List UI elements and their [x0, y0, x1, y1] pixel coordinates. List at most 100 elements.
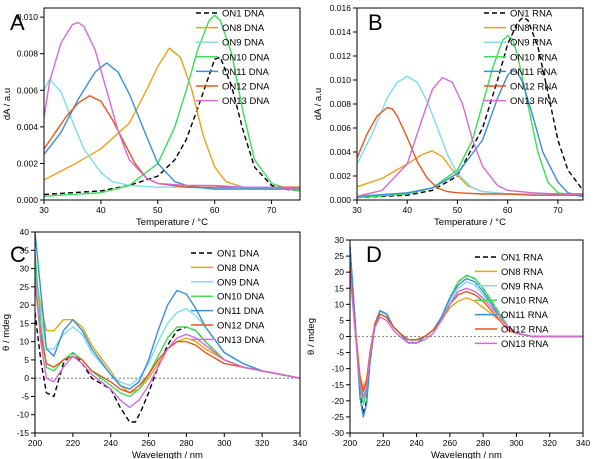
y-tick-label: 15 — [335, 283, 345, 293]
y-tick-label: 0.010 — [17, 12, 39, 22]
y-tick-label: 25 — [335, 251, 345, 261]
y-tick-label: 0.008 — [17, 49, 39, 59]
legend-entry: ON8 RNA — [510, 23, 553, 34]
series-line-on12-dna — [44, 95, 300, 188]
series-line-on8-dna — [44, 47, 300, 190]
panel-C: 200 220 240 260 280 300 320 340 -15 -10 -5 0 5 10 15 20… — [1, 227, 307, 459]
panel-B: 30 40 50 60 70 0.000 0.002 0.004 0.006 0.008 0.010… — [313, 3, 584, 228]
x-tick-label: 220 — [66, 438, 80, 448]
x-tick-label: 340 — [293, 438, 307, 448]
plot-frame — [43, 7, 301, 201]
y-tick-label: 30 — [20, 264, 30, 274]
x-tick-label: 240 — [104, 438, 118, 448]
legend-entry: ON12 DNA — [222, 82, 270, 93]
legend-entry: ON10 RNA — [510, 52, 558, 63]
y-tick-label: 0.014 — [330, 27, 352, 37]
series-line-on13-dna — [35, 275, 300, 409]
y-tick-label: 15 — [20, 318, 30, 328]
x-tick-label: 240 — [409, 438, 423, 448]
series-line-on11-dna — [44, 62, 300, 190]
series-group — [350, 246, 583, 418]
legend-entry: ON10 DNA — [217, 292, 265, 303]
y-tick-label: 10 — [20, 337, 30, 347]
x-tick-label: 220 — [376, 438, 390, 448]
panel-label: C — [10, 242, 26, 267]
legend-entry: ON13 DNA — [217, 335, 265, 346]
x-axis-label: Wavelength / nm — [431, 450, 502, 459]
x-axis-label: Temperature / °C — [136, 217, 208, 228]
series-group — [44, 14, 300, 197]
y-tick-label: 0.006 — [330, 123, 352, 133]
series-line-on13-dna — [44, 21, 300, 190]
series-line-on1-dna — [35, 312, 300, 423]
legend-entry: ON8 RNA — [501, 267, 544, 278]
x-tick-label: 320 — [543, 438, 557, 448]
y-axis-label: dA / a.u — [2, 88, 13, 120]
x-tick-label: 40 — [96, 205, 106, 215]
y-tick-label: -15 — [332, 380, 345, 390]
y-tick-label: 0.002 — [17, 158, 39, 168]
x-tick-label: 300 — [509, 438, 523, 448]
y-tick-label: 0 — [24, 373, 29, 383]
y-tick-label: 30 — [335, 235, 345, 245]
panel-D: 200 220 240 260 280 300 320 340-30-25-20-15-10-… — [306, 235, 590, 459]
series-line-on13-rna — [350, 272, 583, 399]
x-axis-label: Temperature / °C — [434, 217, 506, 228]
legend-entry: ON9 RNA — [510, 38, 553, 49]
x-tick-label: 30 — [352, 205, 362, 215]
legend-entry: ON8 DNA — [217, 263, 260, 274]
x-tick-label: 260 — [443, 438, 457, 448]
series-line-on1-dna — [44, 56, 300, 196]
y-tick-label: 20 — [335, 267, 345, 277]
series-line-on9-rna — [357, 75, 583, 195]
x-tick-label: 200 — [28, 438, 42, 448]
y-tick-label: 35 — [20, 245, 30, 255]
y-tick-label: 0.004 — [17, 122, 39, 132]
legend: ON1 RNA ON8 RNA ON9 RNA ON10 RNA ON11 RNA ON1… — [484, 9, 558, 107]
legend-entry: ON1 RNA — [501, 253, 544, 264]
y-tick-label: 0.004 — [330, 147, 352, 157]
x-tick-label: 280 — [179, 438, 193, 448]
y-axis-label: θ / mdeg — [306, 318, 317, 355]
legend: ON1 DNA ON8 DNA ON9 DNA ON10 DNA ON11 DNA ON1… — [196, 9, 270, 107]
legend-entry: ON1 DNA — [222, 9, 265, 20]
legend-entry: ON11 RNA — [501, 310, 548, 321]
legend-entry: ON11 DNA — [222, 67, 269, 78]
panel-label: A — [10, 10, 25, 35]
y-tick-label: -10 — [332, 364, 345, 374]
x-tick-label: 300 — [217, 438, 231, 448]
legend-entry: ON13 DNA — [222, 96, 270, 107]
series-line-on12-dna — [35, 283, 300, 394]
x-tick-label: 60 — [210, 205, 220, 215]
y-tick-label: 10 — [335, 299, 345, 309]
legend-entry: ON9 RNA — [501, 281, 544, 292]
x-tick-label: 60 — [503, 205, 513, 215]
y-tick-label: 0.000 — [17, 195, 39, 205]
y-tick-label: -30 — [332, 428, 345, 438]
y-tick-label: 0.008 — [330, 99, 352, 109]
y-tick-label: 0.006 — [17, 85, 39, 95]
legend-entry: ON13 RNA — [510, 96, 558, 107]
y-tick-label: 0.012 — [330, 51, 352, 61]
y-tick-label: 20 — [20, 300, 30, 310]
x-tick-label: 50 — [153, 205, 163, 215]
y-tick-label: 0.016 — [330, 3, 352, 13]
y-tick-label: 0.010 — [330, 75, 352, 85]
y-axis-label: θ / mdeg — [1, 314, 12, 351]
y-tick-label: 0.002 — [330, 171, 352, 181]
x-tick-label: 70 — [267, 205, 277, 215]
y-tick-label: -20 — [332, 396, 345, 406]
legend-entry: ON12 RNA — [510, 82, 558, 93]
y-tick-label: 5 — [339, 315, 344, 325]
x-tick-label: 320 — [255, 438, 269, 448]
y-tick-label: -15 — [17, 428, 30, 438]
y-tick-label: -5 — [21, 391, 29, 401]
legend-entry: ON10 RNA — [501, 296, 549, 307]
y-tick-label: 25 — [20, 282, 30, 292]
series-line-on11-rna — [357, 69, 583, 198]
legend-entry: ON10 DNA — [222, 52, 270, 63]
legend-entry: ON9 DNA — [217, 277, 260, 288]
legend-entry: ON9 DNA — [222, 38, 265, 49]
series-line-on13-rna — [357, 76, 583, 198]
